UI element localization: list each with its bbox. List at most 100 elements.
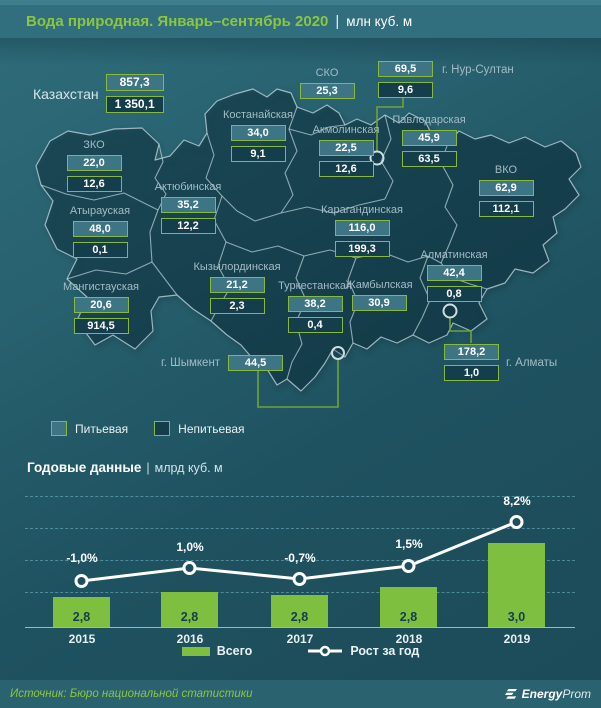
value-box-drinking: 30,9 (351, 295, 407, 311)
country-label: Казахстан (33, 85, 99, 102)
value-box-nondrinking: 914,5 (73, 318, 129, 334)
value-box-drinking: 62,9 (478, 180, 534, 196)
region-akmola: Акмолинская 22,5 12,6 (313, 124, 379, 177)
city-label: г. Шымкент (161, 357, 221, 369)
top-strip (0, 0, 601, 5)
bar-value-label: 3,0 (507, 610, 526, 624)
region-vko: ВКО 62,9 112,1 (478, 164, 534, 217)
city-marker-almaty (442, 303, 458, 319)
region-label: Павлодарская (392, 114, 466, 126)
region-label: Костанайская (222, 109, 294, 121)
bar-value-label: 2,8 (72, 610, 91, 624)
value-box-drinking: 116,0 (334, 220, 390, 236)
region-label: ЗКО (83, 139, 105, 151)
region-label: Атырауская (69, 205, 131, 217)
value-box-drinking: 178,2 (444, 344, 499, 360)
value-box-drinking: 38,2 (287, 296, 343, 312)
bar-value-label: 2,8 (180, 610, 199, 624)
value-box-drinking: 48,0 (72, 221, 128, 237)
region-kyzylorda: Кызылординская 21,2 2,3 (193, 261, 281, 314)
region-atyrau: Атырауская 48,0 0,1 (69, 205, 131, 258)
growth-label-2018: 1,5% (395, 537, 423, 551)
bar-2019: 3,0 (488, 543, 545, 627)
legend-item-nondrinking: Непитьевая (154, 421, 245, 436)
city-marker-shymkent (331, 346, 345, 360)
region-pavlodar: Павлодарская 45,9 63,5 (392, 114, 466, 167)
value-box-drinking: 34,0 (230, 125, 286, 141)
value-box-drinking: 45,9 (401, 130, 457, 146)
region-turkestan: Туркестанская 38,2 0,4 (278, 280, 352, 333)
value-box-nondrinking: 12,2 (160, 218, 216, 234)
section-title-text: Годовые данные (27, 460, 142, 475)
country-drinking-value: 857,3 (105, 74, 164, 91)
bar-value-label: 2,8 (399, 610, 418, 624)
value-box-nondrinking: 9,6 (378, 82, 433, 98)
value-box-drinking: 25,3 (299, 83, 355, 99)
region-label: Карагандинская (321, 204, 403, 216)
x-tick-2015: 2015 (68, 632, 96, 646)
legend-label: Всего (216, 644, 253, 658)
country-total: Казахстан 857,3 1 350,1 (33, 74, 164, 113)
value-box-drinking: 21,2 (209, 277, 265, 293)
region-label: Туркестанская (278, 280, 352, 292)
title-divider: | (335, 13, 340, 30)
title-unit: млн куб. м (346, 14, 413, 29)
value-box-nondrinking: 2,3 (209, 298, 265, 314)
region-zhambyl: Жамбылская 30,9 (345, 279, 413, 311)
x-tick-2016: 2016 (176, 632, 204, 646)
city-nur-sultan: 69,5 9,6 г. Нур-Султан (378, 61, 514, 98)
x-tick-2017: 2017 (286, 632, 314, 646)
region-label: Жамбылская (345, 279, 413, 291)
value-box-drinking: 35,2 (160, 197, 216, 213)
value-box-nondrinking: 12,6 (66, 176, 122, 192)
region-label: Кызылординская (193, 261, 281, 273)
gridline (25, 496, 575, 497)
value-box-drinking: 69,5 (378, 61, 433, 77)
region-karaganda: Карагандинская 116,0 199,3 (321, 204, 403, 257)
header-shadow (0, 38, 601, 66)
region-aktobe: Актюбинская 35,2 12,2 (155, 181, 221, 234)
value-box-nondrinking: 63,5 (401, 151, 457, 167)
legend-label: Питьевая (75, 421, 129, 436)
growth-label-2017: -0,7% (284, 551, 316, 565)
region-label: Акмолинская (312, 124, 380, 136)
brand-bold: Energy (521, 687, 563, 701)
bar-2018: 2,8 (380, 587, 437, 627)
gridline (25, 592, 575, 593)
legend-label: Рост за год (350, 644, 420, 658)
region-mangystau: Мангистауская 20,6 914,5 (63, 281, 139, 334)
footer-bar: Источник: Бюро национальной статистики E… (0, 680, 601, 708)
value-box-nondrinking: 9,1 (230, 146, 286, 162)
legend-item-drinking: Питьевая (51, 421, 128, 436)
region-label: Мангистауская (62, 281, 140, 293)
legend-item-growth: Рост за год (307, 644, 419, 658)
growth-label-2016: 1,0% (176, 540, 204, 554)
value-box-nondrinking: 0,1 (72, 242, 128, 258)
city-shymkent: г. Шымкент 44,5 (161, 355, 284, 371)
region-almaty-region: Алматинская 42,4 0,8 (420, 249, 488, 302)
value-box-drinking: 20,6 (73, 297, 129, 313)
energyprom-logo: EnergyProm (504, 685, 591, 703)
bar-swatch-icon (181, 646, 210, 656)
legend-label: Непитьевая (178, 421, 245, 436)
city-almaty: 178,2 1,0 г. Алматы (444, 344, 557, 381)
growth-label-2019: 8,2% (503, 494, 531, 508)
city-label: г. Нур-Султан (442, 64, 514, 76)
energyprom-icon (504, 688, 517, 699)
page-title: Вода природная. Январь–сентябрь 2020 (26, 13, 329, 30)
region-label: Алматинская (420, 249, 488, 261)
value-box-nondrinking: 112,1 (478, 201, 534, 217)
region-label: Актюбинская (154, 181, 222, 193)
title-bar: Вода природная. Январь–сентябрь 2020 | м… (0, 5, 601, 38)
chart-legend: Всего Рост за год (0, 644, 601, 658)
value-box-drinking: 22,0 (66, 155, 122, 171)
x-axis-line (25, 627, 575, 628)
section-title-unit: млрд куб. м (154, 461, 223, 475)
region-kostanay: Костанайская 34,0 9,1 (223, 109, 293, 162)
value-box-drinking: 44,5 (228, 355, 284, 371)
value-box-drinking: 22,5 (318, 140, 374, 156)
line-swatch-icon (308, 645, 343, 657)
value-box-nondrinking: 1,0 (444, 365, 499, 381)
value-box-nondrinking: 0,8 (426, 286, 482, 302)
